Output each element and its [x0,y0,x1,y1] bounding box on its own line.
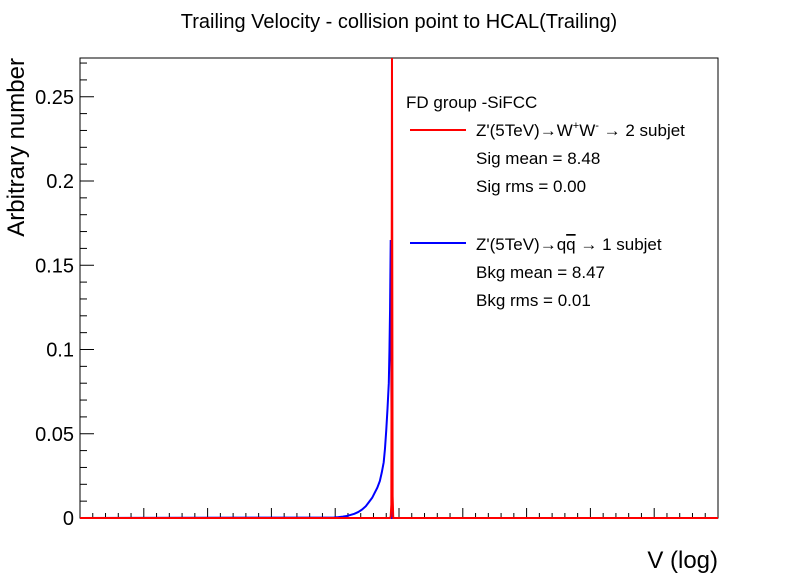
y-axis-label: Arbitrary number [3,58,30,237]
legend-background-rms: Bkg rms = 0.01 [476,291,591,310]
y-axis-tick-labels: 0 0.05 0.1 0.15 0.2 0.25 [35,87,74,530]
y-tick-label: 0.25 [35,87,74,109]
legend: FD group -SiFCC Z'(5TeV)→W+W- → 2 subjet… [406,93,685,310]
series-signal-line [80,57,718,519]
legend-background-mean: Bkg mean = 8.47 [476,263,605,282]
chart-title: Trailing Velocity - collision point to H… [181,11,617,33]
series-layer [79,57,718,519]
y-tick-label: 0 [63,508,74,530]
y-axis-ticks [79,62,719,519]
legend-entry-background: Z'(5TeV)→qq → 1 subjet [476,235,662,254]
series-background-line [79,239,718,519]
y-tick-label: 0.05 [35,424,74,446]
legend-entry-signal: Z'(5TeV)→W+W- → 2 subjet [476,120,685,140]
legend-signal-rms: Sig rms = 0.00 [476,177,586,196]
y-tick-label: 0.2 [46,171,74,193]
legend-header: FD group -SiFCC [406,93,537,112]
y-tick-label: 0.15 [35,255,74,277]
legend-signal-mean: Sig mean = 8.48 [476,149,600,168]
y-tick-label: 0.1 [46,340,74,362]
x-axis-label: V (log) [647,547,718,574]
